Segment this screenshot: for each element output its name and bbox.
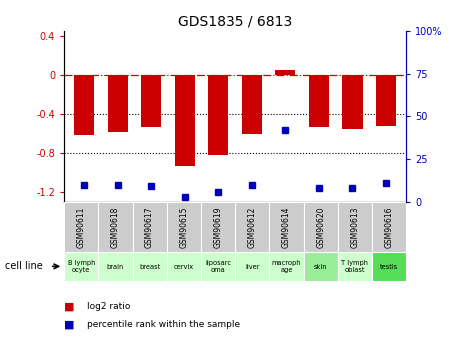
Bar	[269, 202, 304, 252]
Title: GDS1835 / 6813: GDS1835 / 6813	[178, 14, 292, 29]
Bar	[372, 202, 406, 252]
Bar	[108, 75, 128, 131]
Text: ■: ■	[64, 302, 75, 311]
Text: GSM90611: GSM90611	[77, 206, 86, 247]
Bar	[141, 75, 162, 127]
Bar	[64, 252, 98, 281]
Text: liposarc
oma: liposarc oma	[205, 260, 231, 273]
Bar	[269, 252, 304, 281]
Bar	[342, 75, 362, 129]
Text: GSM90612: GSM90612	[248, 206, 256, 247]
Bar	[133, 252, 167, 281]
Bar	[338, 202, 372, 252]
Bar	[98, 202, 133, 252]
Text: macroph
age: macroph age	[272, 260, 301, 273]
Bar	[98, 252, 133, 281]
Bar	[201, 252, 235, 281]
Bar	[376, 75, 396, 126]
Bar	[167, 202, 201, 252]
Bar	[201, 202, 235, 252]
Text: GSM90615: GSM90615	[180, 206, 188, 248]
Text: log2 ratio: log2 ratio	[87, 302, 130, 311]
Text: cervix: cervix	[174, 264, 194, 269]
Text: GSM90613: GSM90613	[351, 206, 359, 248]
Bar	[74, 75, 95, 136]
Bar	[276, 70, 295, 75]
Bar	[372, 252, 406, 281]
Text: skin: skin	[314, 264, 327, 269]
Bar	[133, 202, 167, 252]
Bar	[167, 252, 201, 281]
Bar	[304, 202, 338, 252]
Text: GSM90617: GSM90617	[145, 206, 154, 248]
Bar	[64, 202, 98, 252]
Bar	[309, 75, 329, 127]
Text: testis: testis	[380, 264, 398, 269]
Bar	[242, 75, 262, 134]
Text: percentile rank within the sample: percentile rank within the sample	[87, 320, 240, 329]
Text: liver: liver	[245, 264, 259, 269]
Bar	[235, 252, 269, 281]
Text: GSM90616: GSM90616	[385, 206, 393, 248]
Text: GSM90619: GSM90619	[214, 206, 222, 248]
Text: GSM90618: GSM90618	[111, 206, 120, 247]
Text: GSM90620: GSM90620	[316, 206, 325, 248]
Text: GSM90614: GSM90614	[282, 206, 291, 248]
Text: ■: ■	[64, 319, 75, 329]
Bar	[235, 202, 269, 252]
Text: B lymph
ocyte: B lymph ocyte	[67, 260, 95, 273]
Text: T lymph
oblast: T lymph oblast	[342, 260, 368, 273]
Text: cell line: cell line	[5, 262, 42, 271]
Bar	[304, 252, 338, 281]
Text: brain: brain	[107, 264, 124, 269]
Bar	[338, 252, 372, 281]
Bar	[209, 75, 228, 155]
Text: breast: breast	[139, 264, 160, 269]
Bar	[175, 75, 195, 166]
